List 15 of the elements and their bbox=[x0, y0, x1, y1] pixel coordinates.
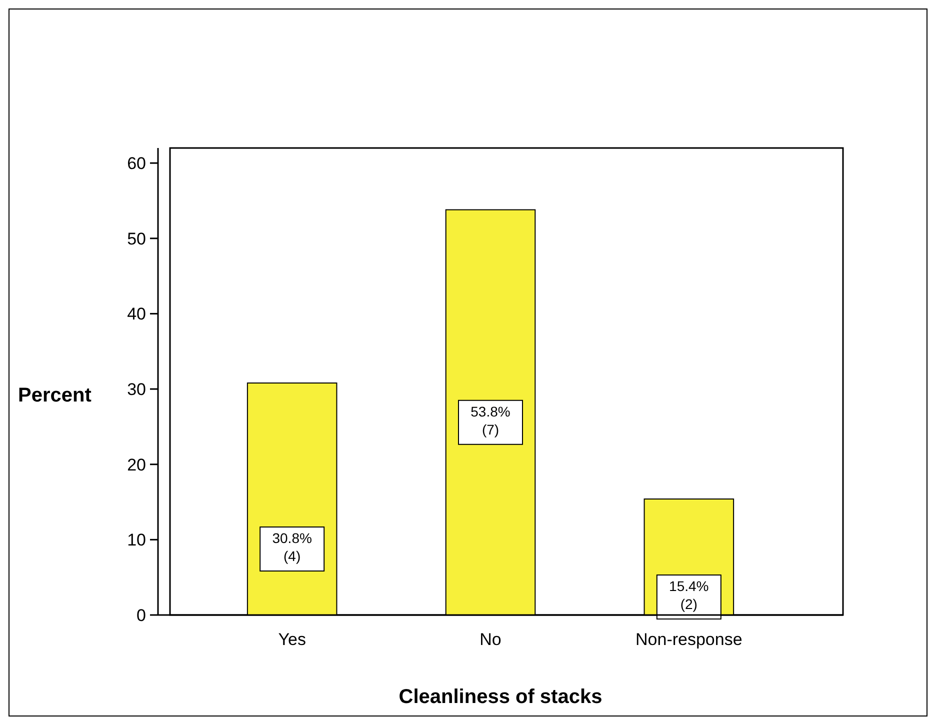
y-tick-label: 30 bbox=[127, 380, 146, 400]
y-tick-label: 10 bbox=[127, 530, 146, 550]
y-tick-label: 0 bbox=[136, 606, 146, 625]
y-tick-label: 50 bbox=[127, 229, 146, 248]
x-axis-title: Cleanliness of stacks bbox=[398, 686, 602, 708]
y-tick-label: 40 bbox=[127, 304, 146, 324]
x-tick-label: Non-response bbox=[636, 630, 742, 649]
x-tick-label: No bbox=[480, 630, 502, 649]
data-label: 15.4% (2) bbox=[669, 578, 709, 612]
y-tick-label: 20 bbox=[127, 455, 146, 474]
y-axis-title: Percent bbox=[18, 384, 92, 406]
y-tick-label: 60 bbox=[127, 154, 146, 174]
data-label: 30.8% (4) bbox=[272, 530, 312, 564]
x-tick-label: Yes bbox=[278, 630, 306, 649]
data-label: 53.8% (7) bbox=[470, 403, 510, 438]
